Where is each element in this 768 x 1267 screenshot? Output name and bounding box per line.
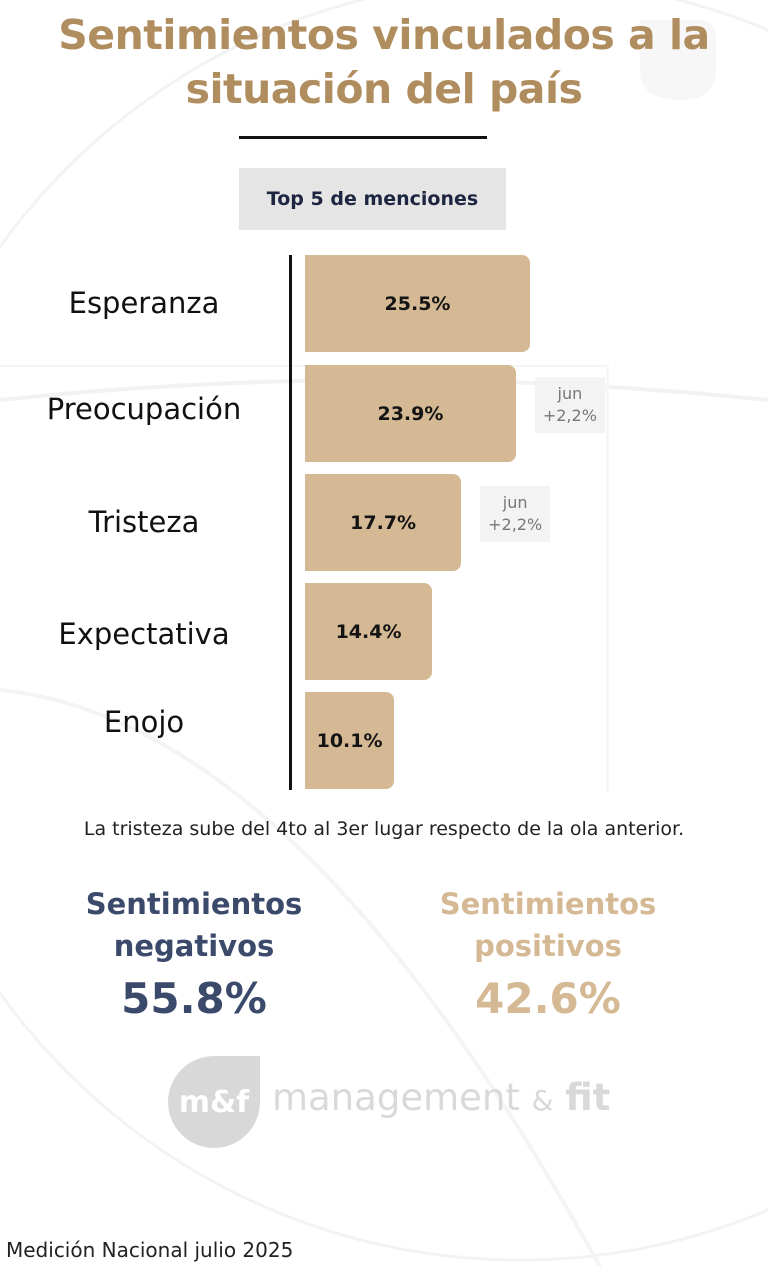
logo-wordmark: management & fit bbox=[272, 1076, 610, 1119]
category-label: Enojo bbox=[103, 705, 185, 739]
page-title: Sentimientos vinculados a la situación d… bbox=[0, 8, 768, 116]
category-axis-line bbox=[289, 255, 292, 790]
subtitle-badge: Top 5 de menciones bbox=[239, 168, 506, 230]
positive-sentiment-summary: Sentimientos positivos 42.6% bbox=[398, 883, 698, 1029]
category-label: Esperanza bbox=[68, 286, 220, 320]
bar: 17.7% bbox=[305, 474, 462, 571]
logo-drop-icon: m&f bbox=[168, 1056, 260, 1148]
bar-value-label: 23.9% bbox=[377, 402, 444, 425]
annotation-period: jun bbox=[557, 384, 583, 403]
bar-value-label: 25.5% bbox=[384, 292, 451, 315]
category-label: Expectativa bbox=[58, 617, 230, 651]
annotation-change: +2,2% bbox=[488, 515, 543, 534]
logo-word-fit: fit bbox=[565, 1076, 611, 1119]
annotation-change: +2,2% bbox=[542, 406, 597, 425]
bar: 25.5% bbox=[305, 255, 530, 352]
bar: 14.4% bbox=[305, 583, 433, 680]
negative-label-line-2: negativos bbox=[113, 929, 275, 963]
footer-measurement-label: Medición Nacional julio 2025 bbox=[6, 1238, 294, 1262]
annotation-period: jun bbox=[502, 493, 528, 512]
positive-value: 42.6% bbox=[475, 974, 621, 1023]
bar: 23.9% bbox=[305, 365, 516, 462]
positive-label-line-1: Sentimientos bbox=[439, 887, 657, 921]
bar-value-label: 14.4% bbox=[335, 620, 402, 643]
subtitle-text: Top 5 de menciones bbox=[266, 188, 479, 210]
category-label: Preocupación bbox=[46, 392, 242, 426]
bar-value-label: 17.7% bbox=[350, 511, 417, 534]
logo-word-management: management bbox=[272, 1076, 520, 1119]
category-label: Tristeza bbox=[88, 505, 200, 539]
title-line-2: situación del país bbox=[185, 65, 583, 113]
bar-value-label: 10.1% bbox=[316, 729, 383, 752]
logo-mark: m&f bbox=[178, 1084, 250, 1120]
chart-caption: La tristeza sube del 4to al 3er lugar re… bbox=[83, 818, 685, 840]
title-divider bbox=[239, 136, 487, 139]
change-annotation: jun +2,2% bbox=[534, 377, 605, 433]
logo-ampersand: & bbox=[531, 1084, 554, 1117]
bar: 10.1% bbox=[305, 692, 395, 789]
negative-label-line-1: Sentimientos bbox=[85, 887, 303, 921]
negative-sentiment-summary: Sentimientos negativos 55.8% bbox=[44, 883, 344, 1029]
company-logo: m&f management & fit bbox=[168, 1056, 628, 1148]
change-annotation: jun +2,2% bbox=[480, 486, 551, 542]
negative-value: 55.8% bbox=[121, 974, 267, 1023]
title-line-1: Sentimientos vinculados a la bbox=[58, 11, 710, 59]
positive-label-line-2: positivos bbox=[474, 929, 622, 963]
